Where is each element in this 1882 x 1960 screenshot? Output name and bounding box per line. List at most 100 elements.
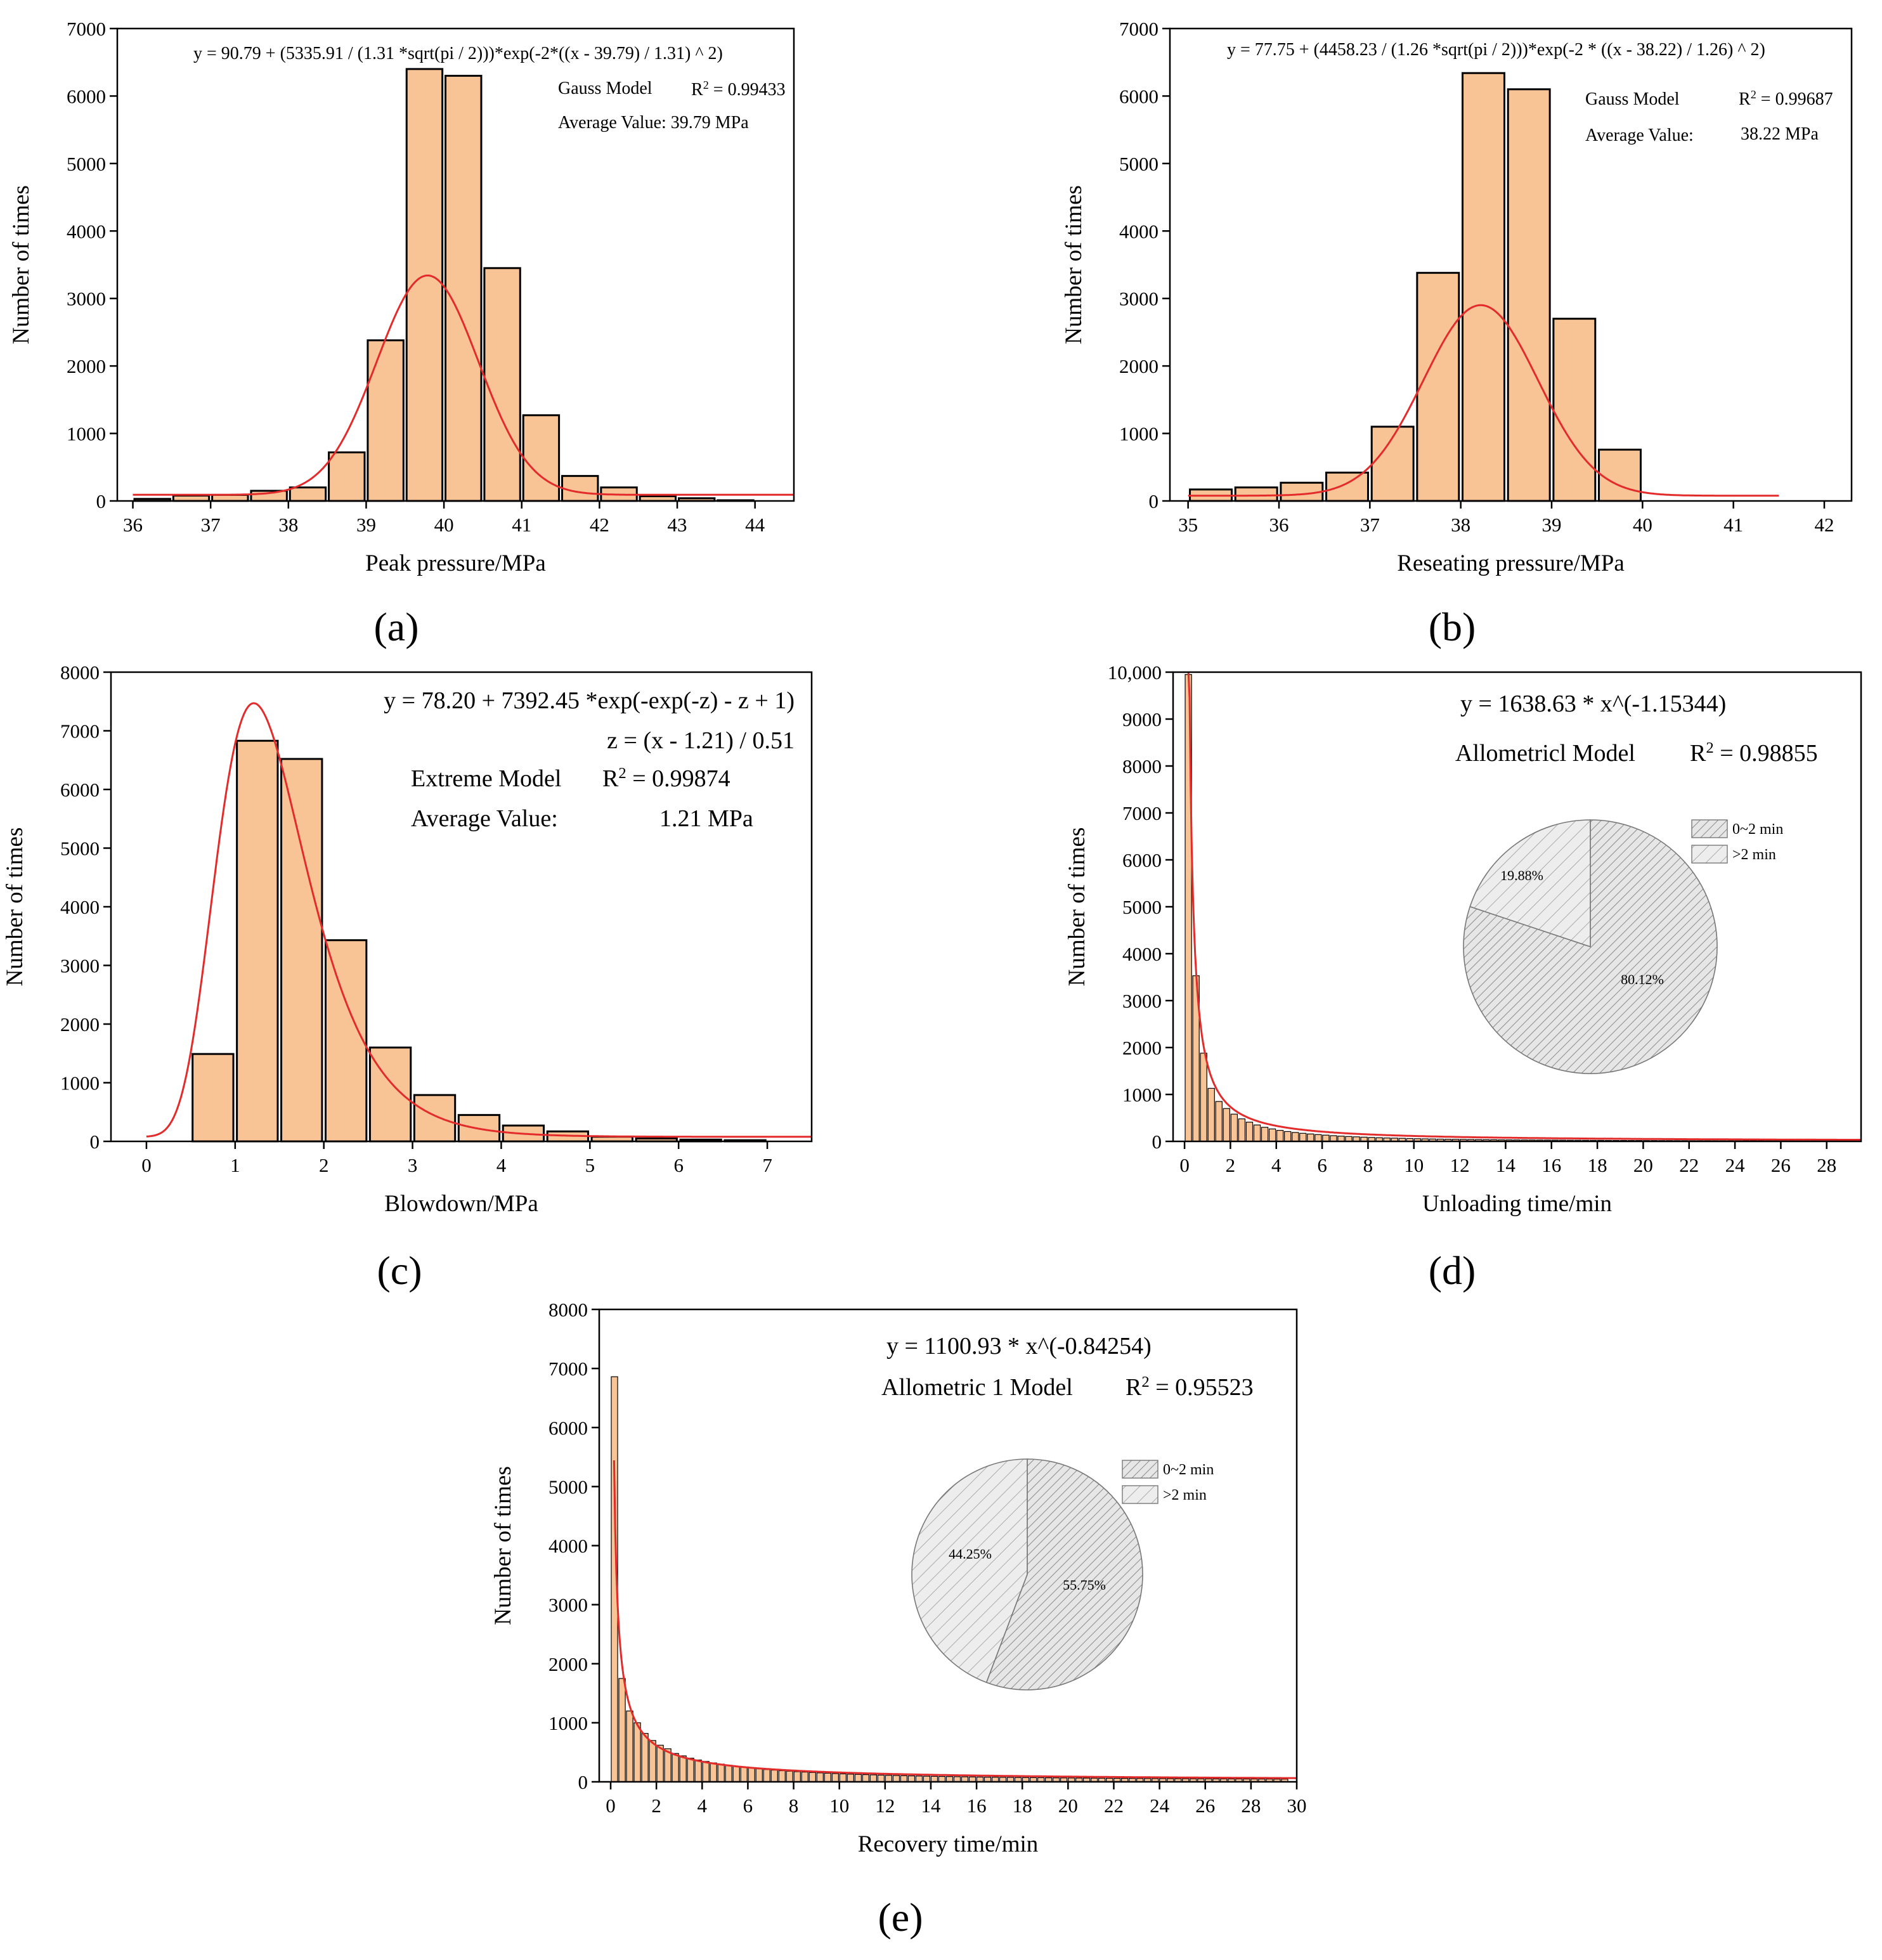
y-tick-label: 4000 [60, 896, 100, 918]
bar [641, 1733, 649, 1782]
pie-slice-label: 44.25% [949, 1546, 992, 1562]
bar [328, 451, 366, 502]
x-tick-label: 28 [1817, 1154, 1836, 1176]
pie-slice [985, 1458, 1143, 1691]
x-tick-label: 39 [1542, 514, 1562, 536]
x-tick-label: 40 [434, 514, 454, 536]
bar [522, 414, 561, 502]
bar [778, 1770, 786, 1782]
bar [1200, 1053, 1207, 1142]
fit-z-definition: z = (x - 1.21) / 0.51 [607, 727, 795, 754]
x-tick-label: 35 [1178, 514, 1198, 536]
x-tick-label: 6 [743, 1795, 753, 1817]
y-tick-label: 6000 [67, 85, 106, 107]
y-tick-label: 5000 [67, 153, 106, 175]
average-value: Average Value: 39.79 MPa [558, 113, 749, 133]
y-tick-label: 4000 [1122, 943, 1162, 965]
y-axis-title: Number of times [8, 185, 34, 344]
average-value: 1.21 MPa [659, 805, 753, 832]
bar [687, 1758, 694, 1782]
x-axis-title: Reseating pressure/MPa [1397, 550, 1625, 576]
y-tick-label: 0 [96, 490, 107, 512]
x-tick-label: 26 [1195, 1795, 1215, 1817]
x-tick-label: 0 [1179, 1154, 1190, 1176]
y-tick-label: 6000 [60, 779, 100, 801]
bar [289, 486, 327, 502]
bar [672, 1753, 679, 1782]
bar [1462, 72, 1505, 502]
x-tick-label: 20 [1058, 1795, 1078, 1817]
bar-series [191, 739, 767, 1143]
bar [1223, 1108, 1230, 1142]
pie-chart: 55.75% 0~2 min 44.25% >2 min [911, 1458, 1214, 1691]
bar [694, 1759, 702, 1782]
legend-swatch [1122, 1485, 1158, 1504]
panel-label: (e) [878, 1895, 923, 1940]
panel-label: (d) [1429, 1248, 1476, 1293]
y-tick-label: 0 [578, 1771, 588, 1793]
bar [755, 1768, 763, 1782]
bar [710, 1762, 717, 1782]
bar [1207, 1087, 1215, 1142]
x-axis-title: Blowdown/MPa [384, 1191, 538, 1217]
fit-model-name: Allometric 1 Model [881, 1374, 1073, 1401]
x-tick-label: 18 [1588, 1154, 1607, 1176]
x-tick-label: 10 [1404, 1154, 1424, 1176]
x-axis-title: Unloading time/min [1422, 1191, 1612, 1217]
x-axis-title: Peak pressure/MPa [365, 550, 546, 576]
average-label: Average Value: [411, 805, 558, 832]
bar [1598, 448, 1642, 502]
bar [748, 1767, 755, 1782]
fit-equation: y = 90.79 + (5335.91 / (1.31 *sqrt(pi / … [193, 44, 723, 63]
y-tick-label: 7000 [548, 1358, 588, 1380]
bar [770, 1769, 778, 1782]
y-tick-label: 7000 [1122, 802, 1162, 824]
fit-curve [146, 702, 812, 1138]
y-tick-label: 1000 [60, 1072, 100, 1094]
bar [172, 494, 211, 502]
bar [626, 1710, 633, 1782]
bar [808, 1772, 816, 1782]
fit-equation: y = 1638.63 * x^(-1.15344) [1460, 691, 1726, 717]
x-tick-label: 6 [1317, 1154, 1327, 1176]
x-tick-label: 1 [230, 1154, 240, 1176]
pie-slice-label: 80.12% [1621, 971, 1664, 987]
y-tick-label: 3000 [548, 1594, 588, 1616]
x-tick-label: 12 [875, 1795, 895, 1817]
y-tick-label: 1000 [67, 423, 106, 445]
bar [561, 475, 599, 502]
bar [862, 1774, 870, 1782]
x-tick-label: 44 [745, 514, 765, 536]
y-tick-label: 4000 [1119, 220, 1158, 242]
fit-model-name: Gauss Model [1585, 89, 1680, 109]
y-axis-title: Number of times [1064, 827, 1090, 987]
bar [1307, 1133, 1314, 1142]
legend-label: 0~2 min [1732, 821, 1783, 838]
x-tick-label: 40 [1633, 514, 1652, 536]
pie-slice [1469, 819, 1591, 948]
plot-frame [1169, 27, 1853, 502]
x-tick-label: 26 [1771, 1154, 1791, 1176]
y-tick-label: 7000 [1119, 18, 1158, 40]
fit-r-squared: R2 = 0.99874 [602, 765, 730, 793]
x-tick-label: 6 [673, 1154, 684, 1176]
y-tick-label: 2000 [1122, 1037, 1162, 1059]
legend-swatch [1691, 819, 1728, 838]
x-tick-label: 4 [698, 1795, 708, 1817]
y-axis-title: Number of times [2, 827, 28, 987]
x-tick-label: 8 [1363, 1154, 1373, 1176]
x-tick-label: 20 [1633, 1154, 1653, 1176]
bar [1234, 486, 1278, 502]
y-tick-label: 5000 [1122, 896, 1162, 918]
pie-slice-label: 19.88% [1500, 867, 1543, 883]
bar [413, 1094, 457, 1143]
bar [824, 1772, 831, 1782]
bar [633, 1722, 641, 1782]
bar [1284, 1131, 1292, 1142]
bar [786, 1770, 793, 1782]
y-tick-label: 2000 [60, 1013, 100, 1035]
bar [763, 1769, 770, 1782]
y-tick-label: 6000 [1122, 849, 1162, 871]
x-tick-label: 36 [1269, 514, 1289, 536]
